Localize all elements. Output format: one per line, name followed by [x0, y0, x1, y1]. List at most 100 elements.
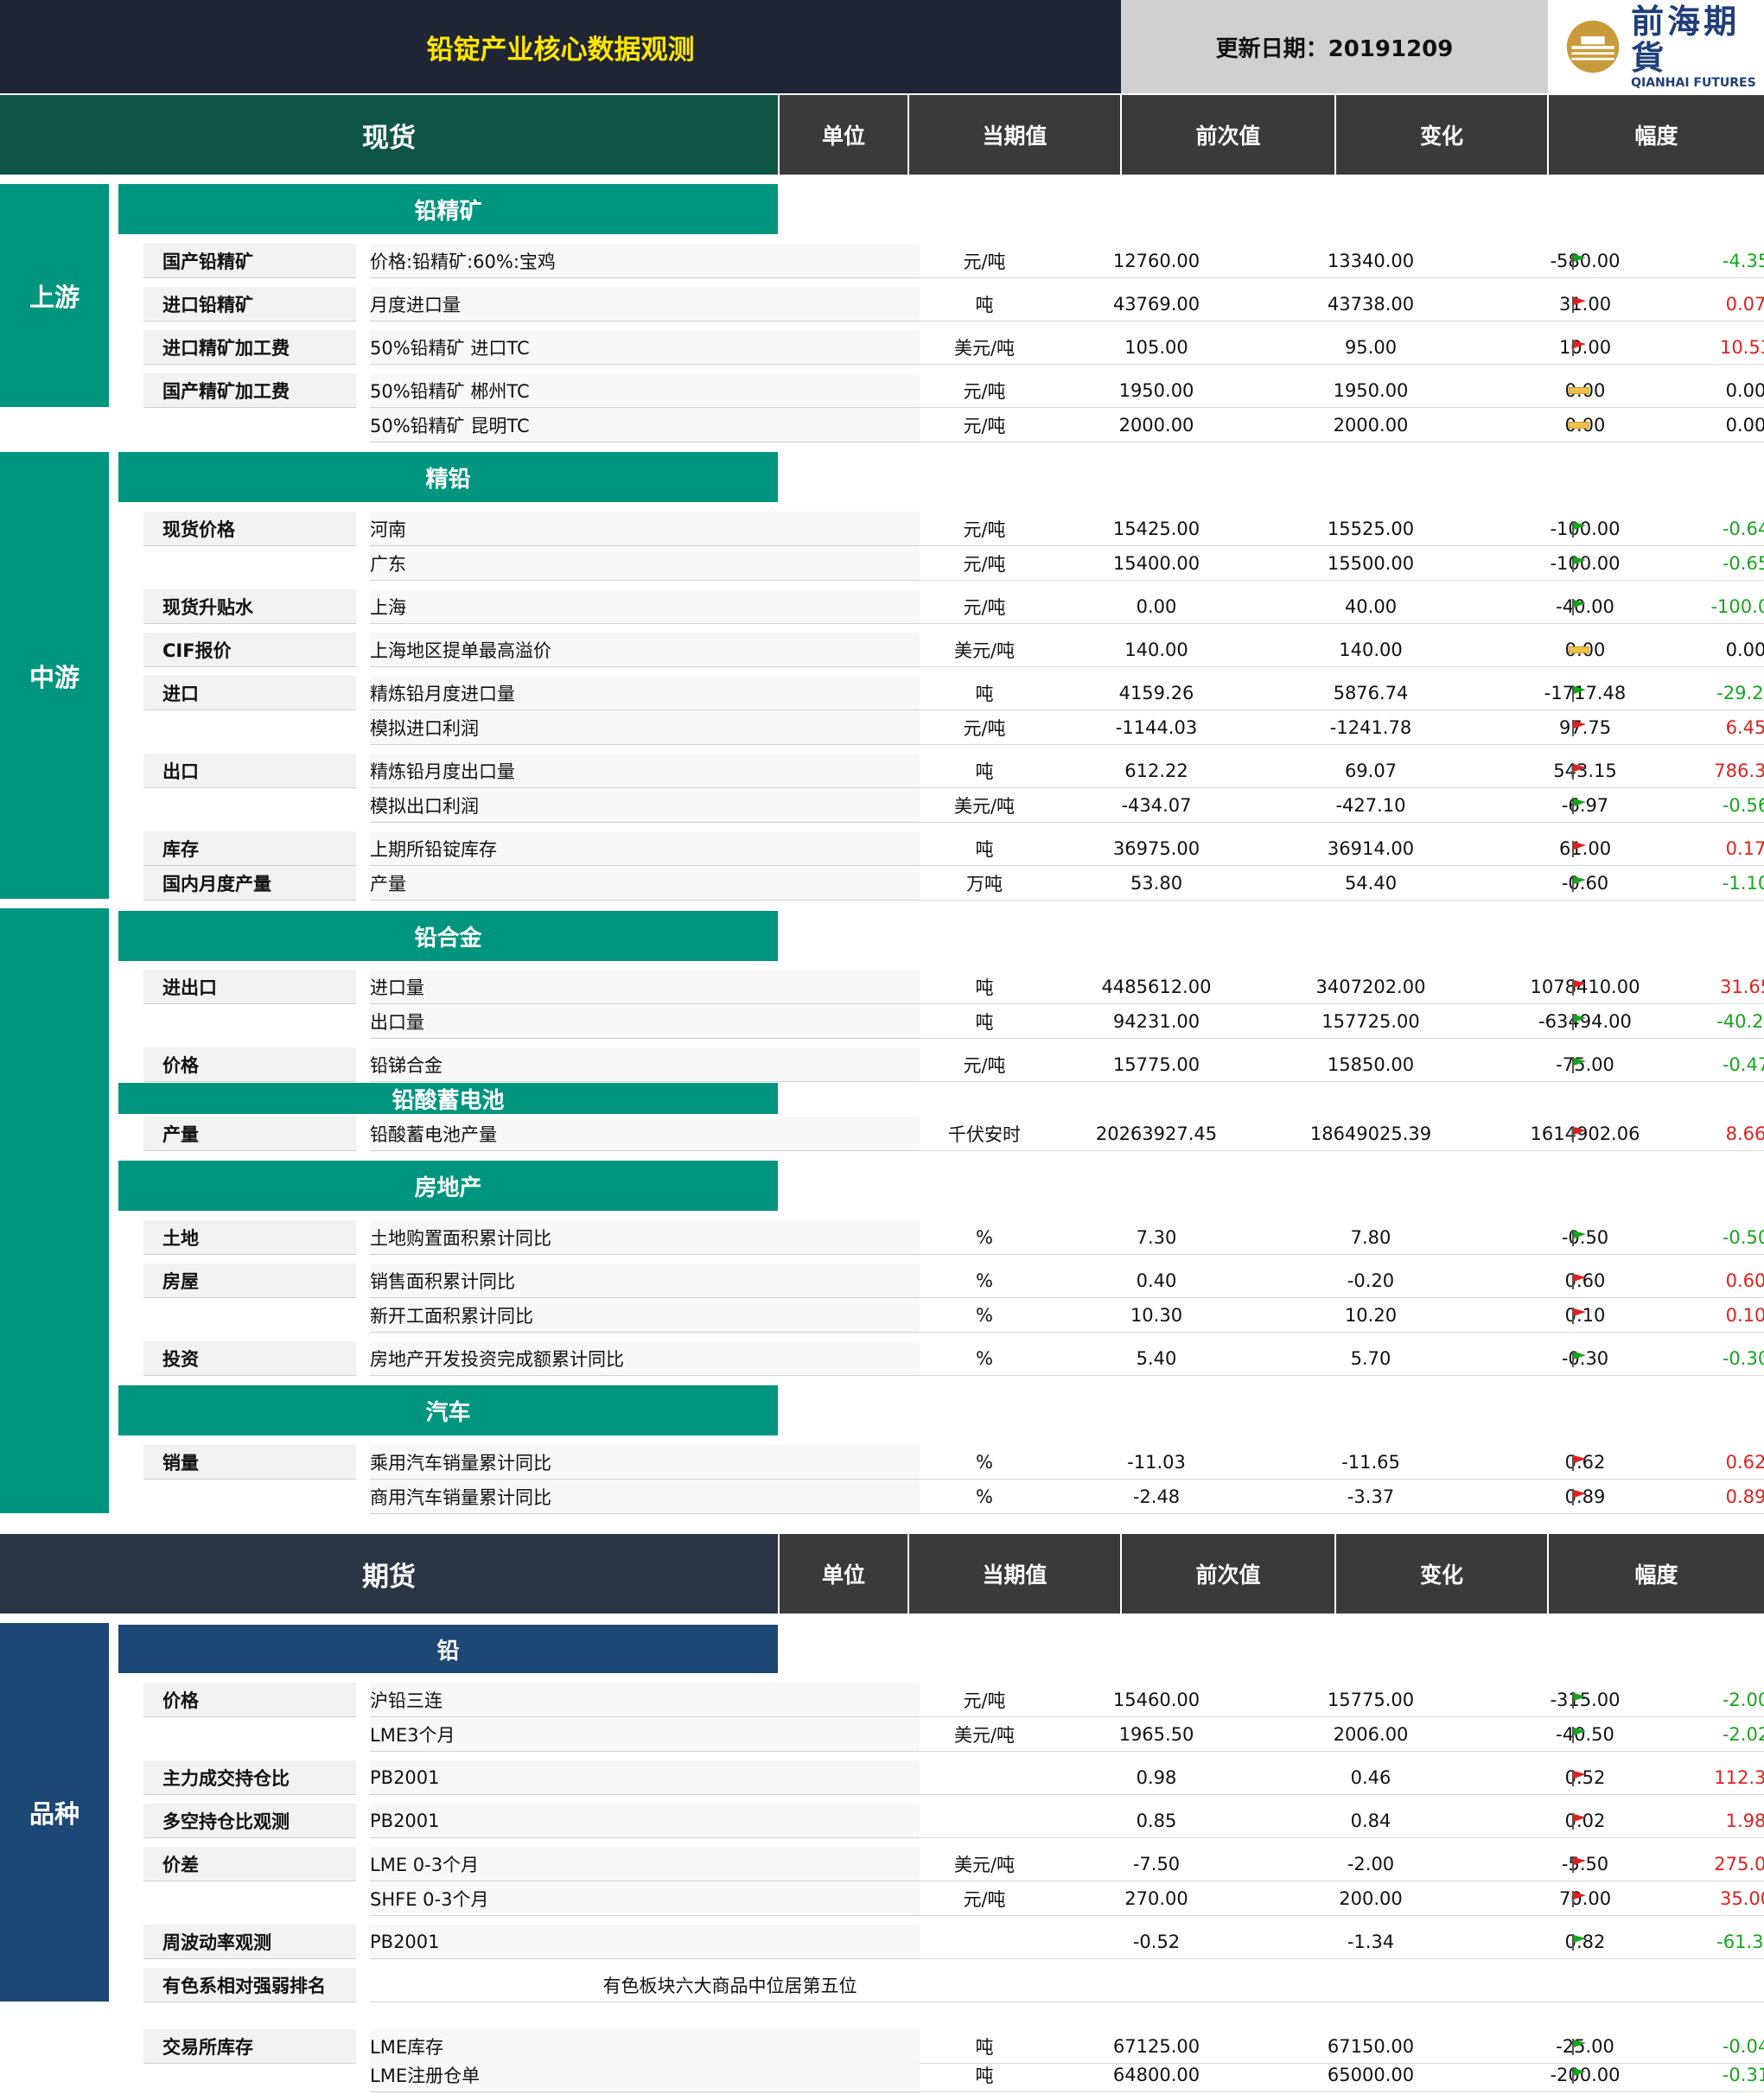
indicator-name: 50%铅精矿 郴州TC [370, 373, 920, 408]
up-flag-icon [1549, 1480, 1609, 1514]
change-value: -0.30 [1478, 1341, 1692, 1376]
unit-cell: 美元/吨 [920, 330, 1049, 365]
row-label: CIF报价 [143, 633, 356, 667]
change-value: -40.00 [1478, 589, 1692, 624]
unit-cell: 元/吨 [920, 244, 1049, 278]
unit-cell: % [920, 1220, 1049, 1255]
unit-cell: 美元/吨 [920, 633, 1049, 667]
indicator-name: 土地购置面积累计同比 [370, 1220, 920, 1255]
indicator-name: 精炼铅月度进口量 [370, 676, 920, 710]
change-value: -0.60 [1478, 866, 1692, 901]
current-value: 15460.00 [1049, 1683, 1264, 1717]
row-label: 产量 [143, 1117, 356, 1151]
previous-value: 67150.00 [1264, 2029, 1478, 2064]
row-label: 周波动率观测 [143, 1925, 356, 1959]
pct-value: 0.00% [1639, 373, 1764, 408]
previous-value: 3407202.00 [1264, 970, 1478, 1004]
previous-value: -1241.78 [1264, 710, 1478, 745]
previous-value: 95.00 [1264, 330, 1478, 365]
previous-value: 1950.00 [1264, 373, 1478, 408]
previous-value: 13340.00 [1264, 244, 1478, 278]
down-flag-icon [1549, 1925, 1609, 1959]
indicator-name: 乘用汽车销量累计同比 [370, 1445, 920, 1480]
up-flag-icon [1549, 1760, 1609, 1795]
indicator-name: 铅锑合金 [370, 1047, 920, 1082]
table-row: 进口精矿加工费 50%铅精矿 进口TC 美元/吨 105.00 95.00 10.00 10… [143, 330, 1764, 365]
indicator-name: 出口量 [370, 1004, 920, 1039]
previous-value: 15500.00 [1264, 546, 1478, 581]
down-flag-icon [1549, 788, 1609, 823]
col-unit-futures: 单位 [780, 1534, 907, 1613]
row-label: 销量 [143, 1445, 356, 1480]
up-flag-icon [1549, 710, 1609, 745]
pct-value: 31.65% [1639, 970, 1764, 1004]
pct-value: 8.66% [1639, 1117, 1764, 1151]
up-flag-icon [1549, 831, 1609, 866]
futures-section-title: 期货 [0, 1534, 778, 1613]
up-flag-icon [1549, 287, 1609, 321]
pct-value: -0.47% [1639, 1047, 1764, 1082]
pct-value: -0.64% [1639, 512, 1764, 546]
current-value: 4485612.00 [1049, 970, 1264, 1004]
previous-value: 10.20 [1264, 1298, 1478, 1333]
row-label [143, 546, 356, 581]
row-label [143, 408, 356, 442]
table-row: 多空持仓比观测 PB2001 0.850.840.021.98% [143, 1804, 1764, 1838]
indicator-name: LME3个月 [370, 1717, 920, 1752]
up-flag-icon [1549, 1445, 1609, 1480]
indicator-name: 进口量 [370, 970, 920, 1004]
change-value: -200.00 [1478, 2058, 1692, 2092]
col-change: 变化 [1336, 95, 1547, 175]
col-pct-futures: 幅度 [1549, 1534, 1764, 1613]
down-flag-icon [1549, 1004, 1609, 1039]
ranking-note: 有色板块六大商品中位居第五位 [370, 1968, 1764, 2002]
current-value: 15400.00 [1049, 546, 1264, 581]
up-flag-icon [1549, 754, 1609, 788]
indicator-name: PB2001 [370, 1760, 920, 1795]
indicator-name: 50%铅精矿 进口TC [370, 330, 920, 365]
indicator-name: 广东 [370, 546, 920, 581]
previous-value: 0.46 [1264, 1760, 1478, 1795]
previous-value: -427.10 [1264, 788, 1478, 823]
up-flag-icon [1549, 1117, 1609, 1151]
spot-section-title: 现货 [0, 95, 778, 175]
indicator-name: 50%铅精矿 昆明TC [370, 408, 920, 442]
pct-value: -40.26% [1639, 1004, 1764, 1039]
current-value: 1965.50 [1049, 1717, 1264, 1752]
change-value: -40.50 [1478, 1717, 1692, 1752]
current-value: 12760.00 [1049, 244, 1264, 278]
change-value: 0.82 [1478, 1925, 1692, 1959]
company-logo: 前海期貨 QIANHAI FUTURES [1548, 0, 1764, 93]
unit-cell: 吨 [920, 1004, 1049, 1039]
down-flag-icon [1549, 1341, 1609, 1376]
pct-value: -61.38% [1639, 1925, 1764, 1959]
unit-cell [920, 1760, 1049, 1795]
row-label: 有色系相对强弱排名 [143, 1968, 356, 2002]
row-label: 价格 [143, 1683, 356, 1717]
change-value: 10.00 [1478, 330, 1692, 365]
row-label: 国内月度产量 [143, 866, 356, 901]
unit-cell: 吨 [920, 754, 1049, 788]
current-value: 105.00 [1049, 330, 1264, 365]
previous-value: 65000.00 [1264, 2058, 1478, 2092]
row-label: 投资 [143, 1341, 356, 1376]
band-upstream: 上游 [0, 184, 109, 407]
change-value: -25.00 [1478, 2029, 1692, 2064]
row-label: 价格 [143, 1047, 356, 1082]
change-value: -315.00 [1478, 1683, 1692, 1717]
row-label: 价差 [143, 1847, 356, 1881]
row-label [143, 1480, 356, 1514]
pct-value: -0.04% [1639, 2029, 1764, 2064]
indicator-name: 商用汽车销量累计同比 [370, 1480, 920, 1514]
pct-value: -2.02% [1639, 1717, 1764, 1752]
